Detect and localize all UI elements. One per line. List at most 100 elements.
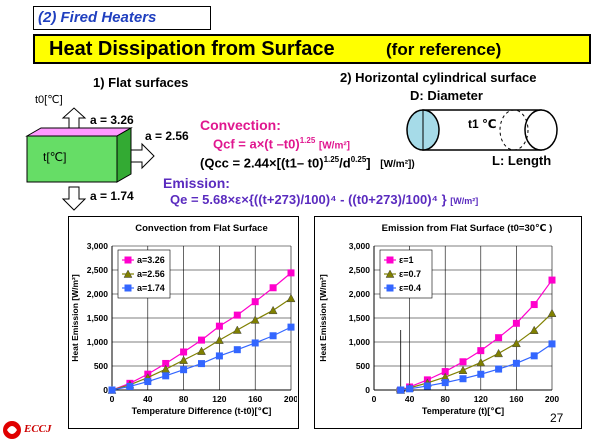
- data-point: [215, 352, 223, 360]
- box-side-face: [116, 127, 132, 183]
- y-tick-label: 3,000: [87, 241, 109, 251]
- legend-label: ε=0.7: [399, 269, 421, 279]
- data-point: [495, 365, 503, 373]
- title-note: (for reference): [386, 40, 502, 59]
- data-point: [287, 323, 295, 331]
- legend-label: a=1.74: [137, 283, 165, 293]
- x-tick-label: 200: [545, 394, 559, 404]
- box-front-face: [26, 135, 118, 183]
- page-title: Heat Dissipation from Surface: [49, 38, 335, 60]
- qcc-unit: [W/m²]): [380, 159, 415, 171]
- flat-surfaces-heading: 1) Flat surfaces: [93, 75, 189, 90]
- y-tick-label: 2,000: [87, 289, 109, 299]
- data-point: [512, 319, 520, 327]
- data-point: [406, 385, 414, 393]
- data-point: [144, 378, 152, 386]
- data-point: [251, 298, 259, 306]
- chart-title: Convection from Flat Surface: [135, 223, 268, 234]
- legend-marker: [123, 269, 133, 278]
- arrow-down-icon: [61, 186, 87, 211]
- x-tick-label: 80: [179, 394, 189, 404]
- data-point: [476, 357, 486, 367]
- x-tick-label: 40: [143, 394, 153, 404]
- arrow-up-icon: [61, 107, 87, 131]
- legend-label: ε=1: [399, 255, 414, 265]
- series-line: [400, 279, 553, 391]
- qcf-text: Qcf = a×(t –t0): [213, 136, 300, 152]
- legend-marker: [385, 269, 395, 278]
- qcc-formula: (Qcc = 2.44×[(t1– t0)1.25/d0.25] [W/m²]): [200, 155, 415, 170]
- data-point: [547, 308, 557, 317]
- series-line: [111, 297, 292, 391]
- series-line: [400, 312, 553, 391]
- data-point: [286, 293, 296, 303]
- convection-chart: Convection from Flat Surface 0 500 1,000 1,5…: [70, 223, 297, 416]
- emission-label: Emission:: [163, 175, 230, 191]
- cylinder-heading: 2) Horizontal cylindrical surface: [340, 70, 537, 85]
- data-point: [459, 375, 467, 383]
- data-point: [179, 355, 189, 364]
- emission-chart-frame: [314, 216, 582, 429]
- data-point: [397, 386, 405, 394]
- data-point: [198, 360, 205, 368]
- x-tick-label: 120: [212, 394, 226, 404]
- data-point: [459, 358, 467, 366]
- page-number: 27: [550, 411, 564, 425]
- data-point: [215, 322, 223, 330]
- data-point: [423, 382, 431, 390]
- length-label: L: Length: [492, 153, 552, 168]
- legend-marker: [386, 256, 394, 264]
- data-point: [477, 347, 485, 355]
- qcc-exponent: 1.25: [323, 155, 340, 164]
- data-point: [250, 315, 260, 324]
- y-tick-label: 1,500: [87, 313, 109, 323]
- data-point: [108, 386, 116, 394]
- a-bottom-label: a = 1.74: [90, 189, 134, 203]
- y-tick-label: 0: [103, 385, 108, 395]
- data-point: [232, 325, 242, 334]
- data-point: [548, 276, 556, 284]
- qcc-divisor: /d: [339, 155, 351, 171]
- y-tick-label: 2,000: [349, 289, 371, 299]
- y-tick-label: 3,000: [349, 241, 371, 251]
- x-tick-label: 120: [474, 394, 488, 404]
- data-point: [180, 348, 188, 356]
- eccj-logo-icon: [3, 421, 21, 439]
- legend-label: a=3.26: [137, 255, 165, 265]
- data-point: [529, 325, 539, 334]
- data-point: [477, 370, 485, 378]
- data-point: [214, 335, 224, 344]
- legend-marker: [124, 256, 132, 264]
- legend-marker: [386, 284, 394, 292]
- x-tick-label: 160: [248, 394, 262, 404]
- y-tick-label: 500: [356, 361, 370, 371]
- diameter-label: D: Diameter: [410, 88, 483, 103]
- data-point: [511, 338, 521, 348]
- qe-unit: [W/m²]: [450, 196, 479, 206]
- data-point: [251, 339, 259, 347]
- data-point: [441, 368, 449, 376]
- data-point: [268, 305, 278, 315]
- x-tick-label: 0: [110, 394, 115, 404]
- x-tick-label: 80: [440, 394, 450, 404]
- y-tick-label: 0: [365, 385, 370, 395]
- t0-label: t0[℃]: [35, 94, 63, 106]
- qcc-divisor-exponent: 0.25: [350, 155, 367, 164]
- t-label: t[℃]: [43, 150, 67, 164]
- cylinder-diagram: [406, 109, 558, 151]
- data-point: [287, 269, 295, 277]
- y-tick-label: 2,500: [349, 265, 371, 275]
- data-point: [233, 311, 241, 319]
- data-point: [494, 348, 504, 358]
- y-tick-label: 1,500: [349, 313, 371, 323]
- x-tick-label: 0: [372, 394, 377, 404]
- data-point: [269, 332, 277, 340]
- y-tick-label: 1,000: [87, 337, 109, 347]
- data-point: [162, 359, 170, 367]
- qcf-unit: [W/m²]: [318, 140, 351, 152]
- y-tick-label: 1,000: [349, 337, 371, 347]
- data-point: [495, 334, 503, 342]
- qe-formula: Qe = 5.68×ε×{((t+273)/100)⁴ - ((t0+273)/…: [170, 192, 478, 207]
- legend-label: ε=0.4: [399, 283, 421, 293]
